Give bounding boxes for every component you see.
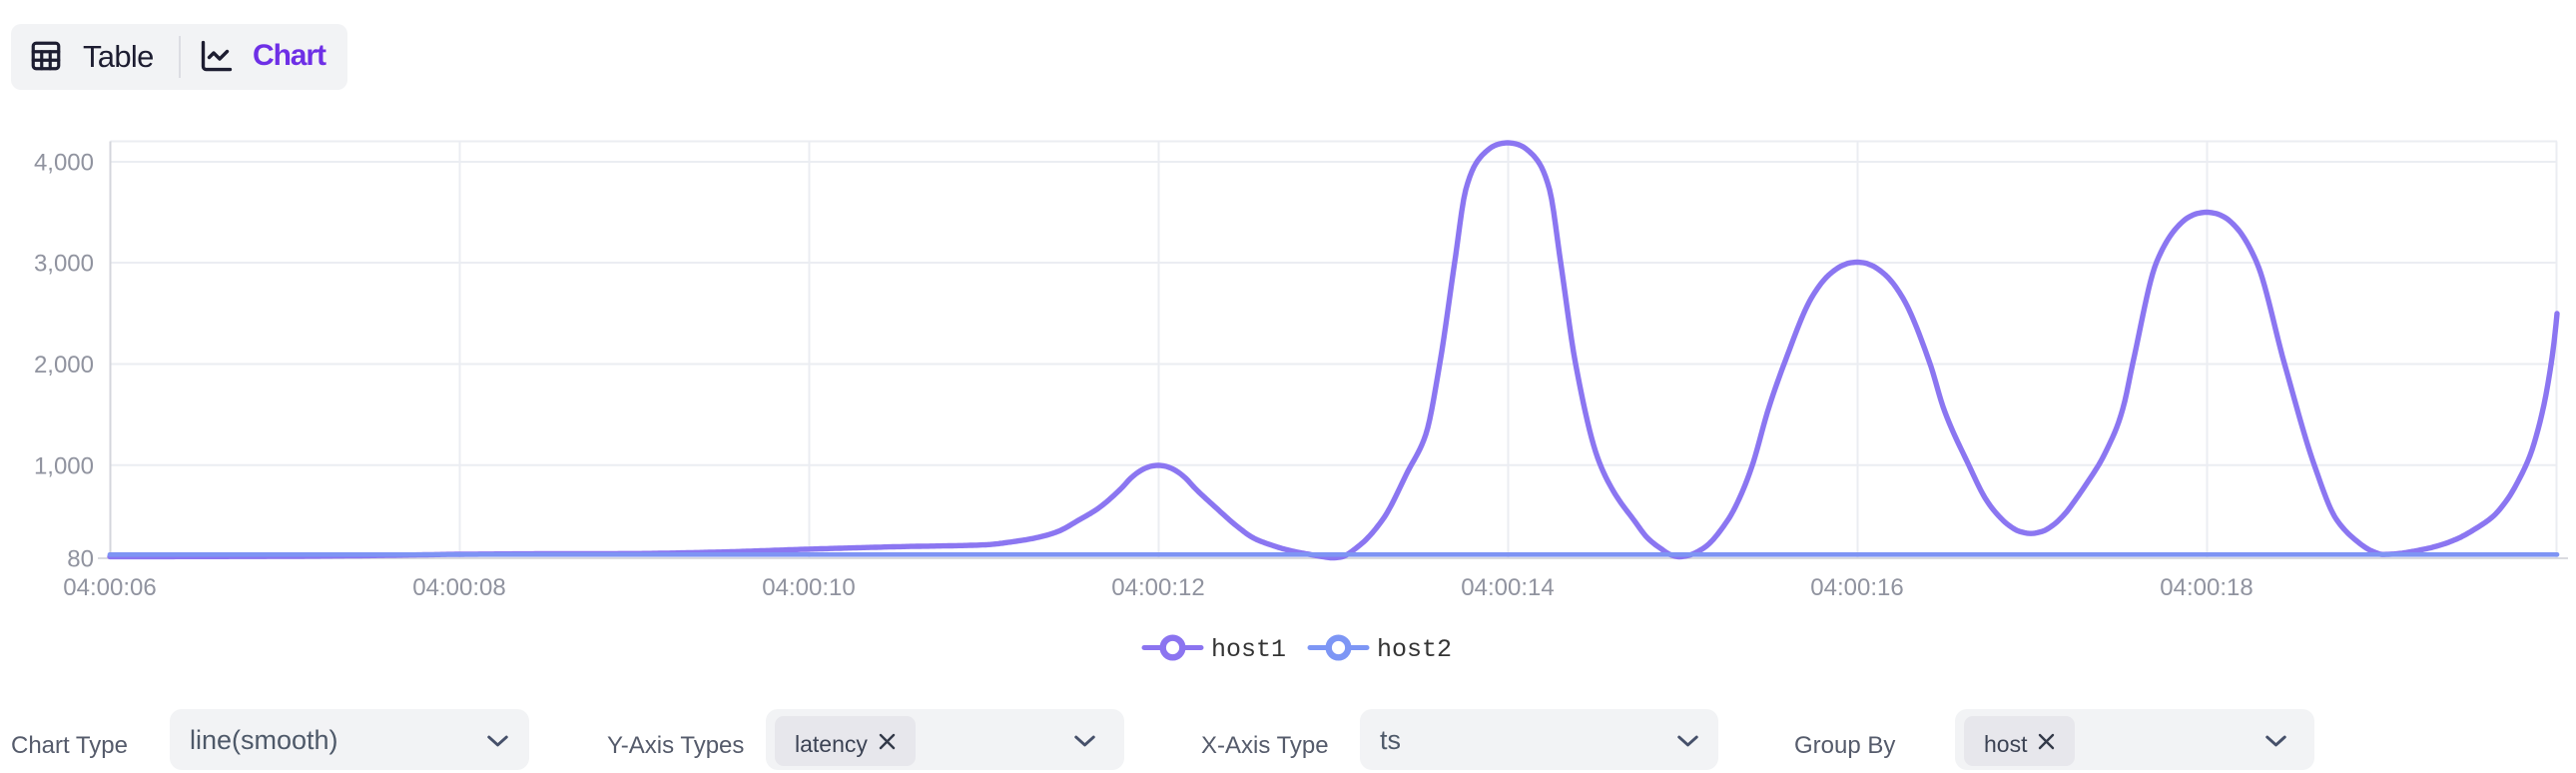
svg-text:04:00:18: 04:00:18 bbox=[2160, 574, 2253, 601]
svg-text:04:00:12: 04:00:12 bbox=[1111, 574, 1204, 601]
svg-text:80: 80 bbox=[67, 546, 94, 573]
svg-text:host1: host1 bbox=[1211, 635, 1286, 664]
svg-text:3,000: 3,000 bbox=[34, 251, 94, 278]
svg-text:host2: host2 bbox=[1377, 635, 1452, 664]
svg-text:2,000: 2,000 bbox=[34, 352, 94, 379]
svg-text:4,000: 4,000 bbox=[34, 150, 94, 177]
svg-text:04:00:06: 04:00:06 bbox=[63, 574, 156, 601]
svg-text:04:00:10: 04:00:10 bbox=[762, 574, 855, 601]
svg-text:04:00:08: 04:00:08 bbox=[412, 574, 505, 601]
svg-text:04:00:14: 04:00:14 bbox=[1461, 574, 1554, 601]
svg-text:1,000: 1,000 bbox=[34, 452, 94, 479]
svg-text:04:00:16: 04:00:16 bbox=[1810, 574, 1903, 601]
